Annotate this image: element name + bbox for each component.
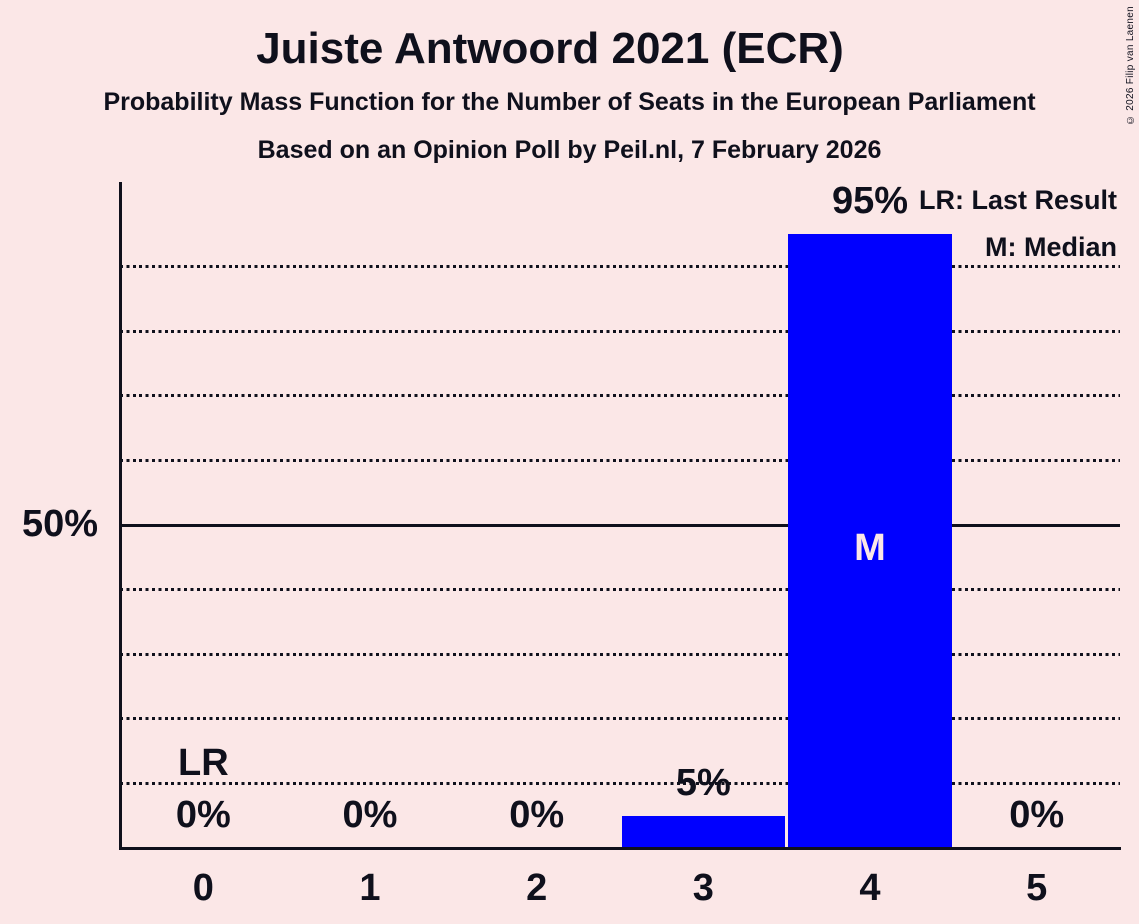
chart-subtitle-poll: Based on an Opinion Poll by Peil.nl, 7 F… xyxy=(257,136,882,164)
gridline-dotted-80pct xyxy=(120,329,1120,333)
y-axis-line xyxy=(118,182,122,850)
plot-area: 0% 0% 0% 5% 95% 0% LR M xyxy=(118,180,1121,850)
x-tick-4: 4 xyxy=(859,867,881,909)
gridline-dotted-70pct xyxy=(120,394,1120,398)
value-label-seats-1: 0% xyxy=(342,794,398,836)
legend-median: M: Median xyxy=(985,232,1117,262)
gridline-dotted-90pct xyxy=(120,265,1120,269)
x-tick-5: 5 xyxy=(1026,867,1048,909)
value-label-seats-4: 95% xyxy=(831,180,909,223)
gridline-dotted-40pct xyxy=(120,588,1120,592)
gridline-solid-50pct xyxy=(120,523,1120,527)
value-label-seats-5: 0% xyxy=(1009,794,1065,836)
value-label-seats-2: 0% xyxy=(509,794,565,836)
gridline-dotted-10pct xyxy=(120,781,1120,785)
last-result-annotation: LR xyxy=(178,742,229,784)
value-label-seats-0: 0% xyxy=(175,794,231,836)
y-axis-tick-label-50pct: 50% xyxy=(21,503,98,545)
gridline-dotted-60pct xyxy=(120,458,1120,462)
x-tick-3: 3 xyxy=(692,867,714,909)
gridline-dotted-20pct xyxy=(120,717,1120,721)
median-annotation: M xyxy=(854,527,886,569)
x-tick-1: 1 xyxy=(359,867,381,909)
x-axis-line xyxy=(118,846,1121,850)
legend-last-result: LR: Last Result xyxy=(918,185,1117,215)
bar-seats-3 xyxy=(621,815,786,848)
gridline-dotted-30pct xyxy=(120,652,1120,656)
bar-seats-4 xyxy=(788,234,952,848)
chart-subtitle-pmf: Probability Mass Function for the Number… xyxy=(103,88,1036,116)
x-tick-2: 2 xyxy=(526,867,548,909)
chart-title: Juiste Antwoord 2021 (ECR) xyxy=(256,24,844,73)
x-tick-0: 0 xyxy=(192,867,214,909)
value-label-seats-3: 5% xyxy=(675,761,731,804)
